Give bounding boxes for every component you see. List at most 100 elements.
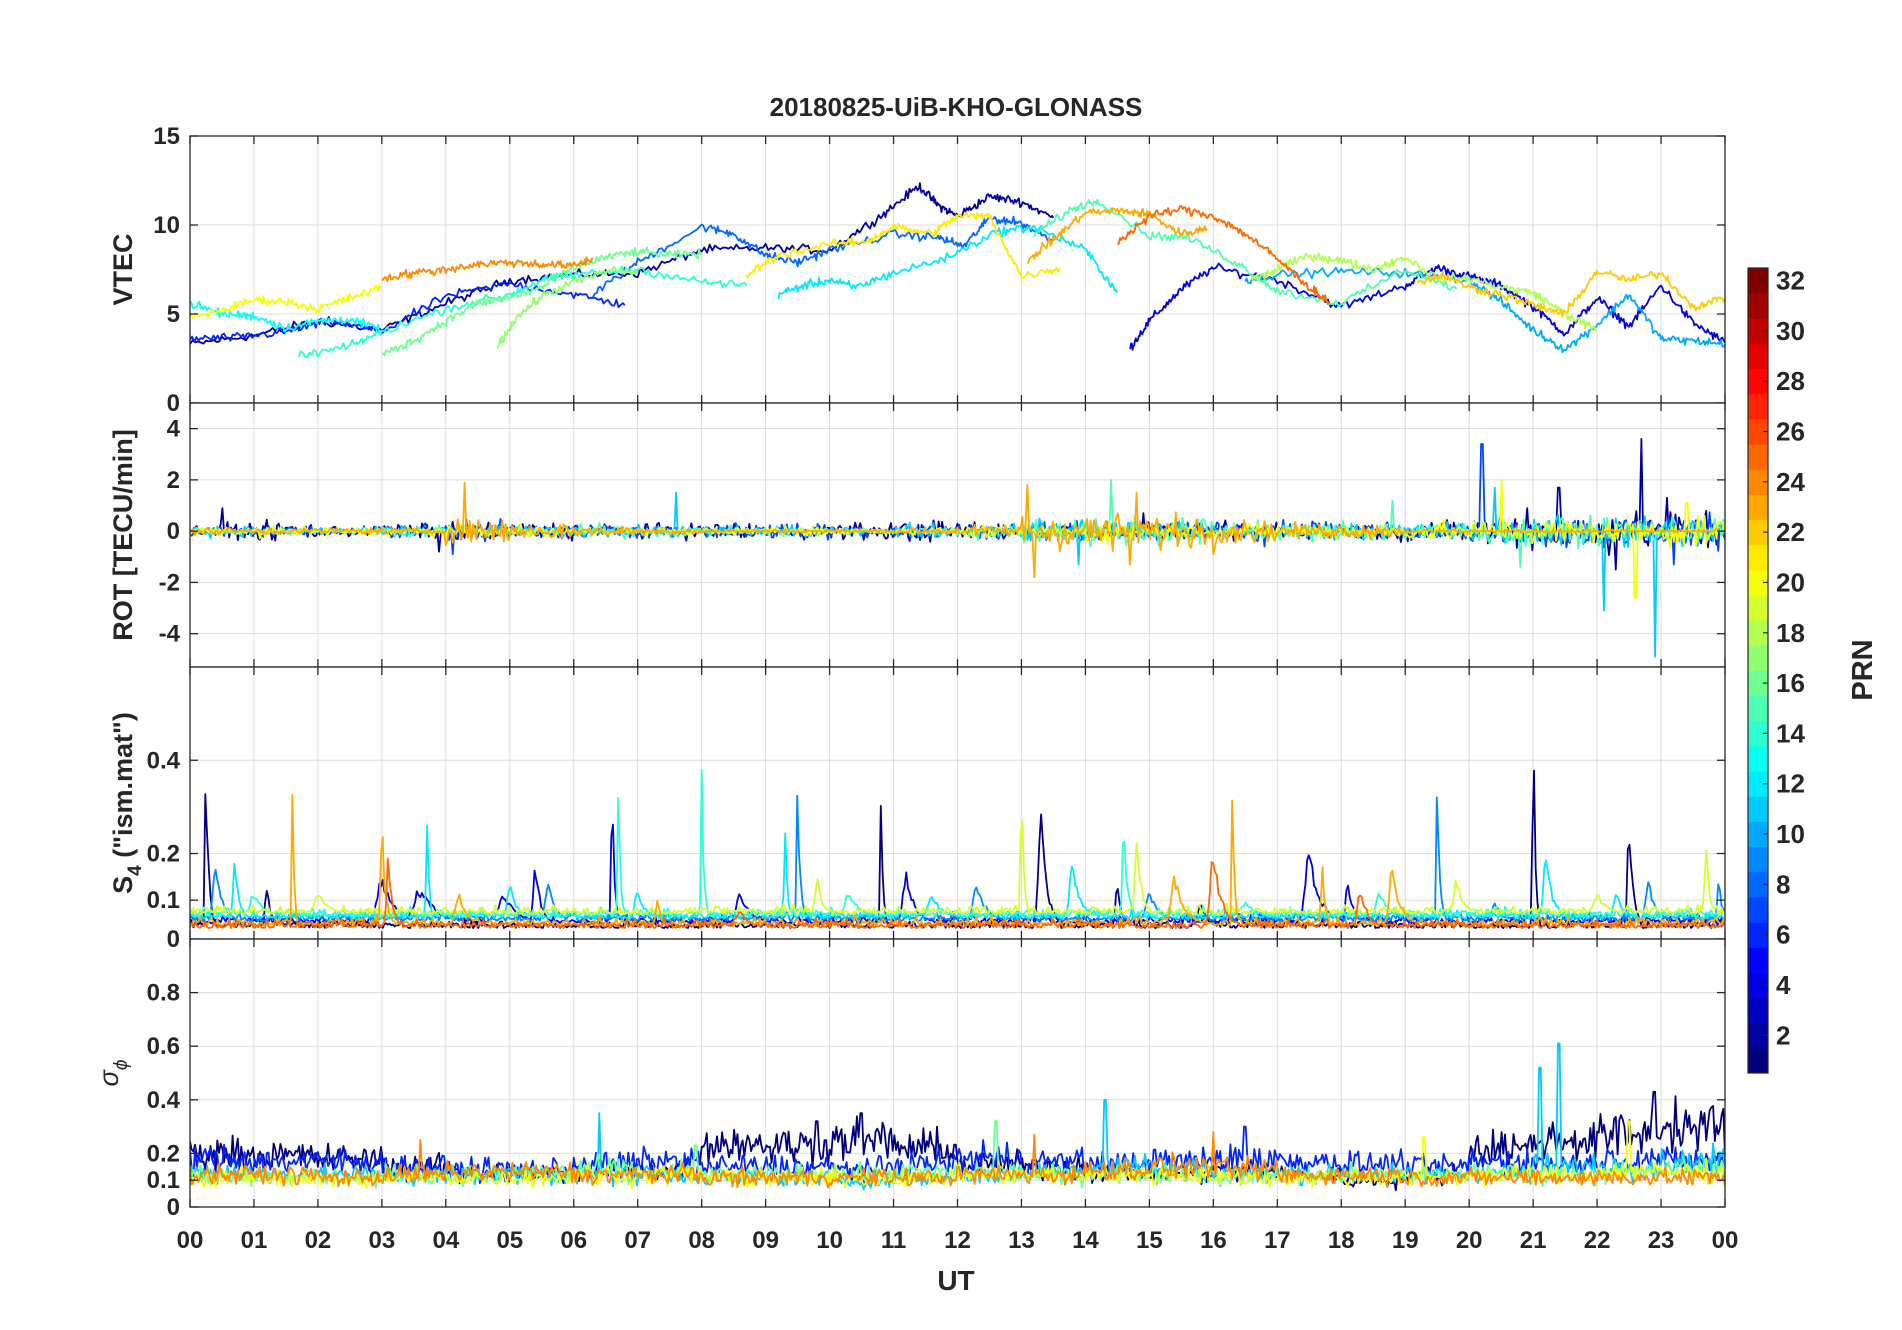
colorbar-segment xyxy=(1748,695,1768,722)
series-prn-13 xyxy=(190,300,383,336)
x-tick-label: 20 xyxy=(1456,1227,1483,1254)
colorbar-tick-label: 8 xyxy=(1776,869,1790,899)
colorbar-segment xyxy=(1748,620,1768,646)
y-tick-label: 2 xyxy=(167,467,180,494)
colorbar-tick-label: 4 xyxy=(1776,970,1791,1000)
colorbar-segment xyxy=(1748,595,1768,621)
x-tick-label: 18 xyxy=(1328,1227,1355,1254)
series-group xyxy=(190,182,1725,359)
x-tick-label: 10 xyxy=(816,1227,843,1254)
colorbar-segment xyxy=(1748,519,1768,546)
colorbar-segment xyxy=(1748,1022,1768,1049)
x-tick-label: 11 xyxy=(881,1227,906,1254)
series-prn-25 xyxy=(190,857,1725,929)
colorbar-segment xyxy=(1748,846,1768,873)
colorbar-tick-label: 18 xyxy=(1776,618,1805,648)
series-prn-17 xyxy=(496,266,639,349)
colorbar-tick-label: 22 xyxy=(1776,517,1805,547)
y-tick-label: 0.8 xyxy=(147,980,180,1007)
colorbar-segment xyxy=(1748,368,1768,395)
series-prn-19 xyxy=(190,819,1725,915)
colorbar-tick-label: 16 xyxy=(1776,668,1805,698)
colorbar-segment xyxy=(1748,922,1768,948)
series-prn-18 xyxy=(1251,252,1598,332)
y-tick-label: 0 xyxy=(167,1194,180,1221)
y-tick-label: -2 xyxy=(159,569,180,596)
colorbar-tick-label: 20 xyxy=(1776,567,1805,597)
series-prn-10 xyxy=(1244,266,1725,354)
colorbar-segment xyxy=(1748,947,1768,973)
colorbar-segment xyxy=(1748,896,1768,923)
series-prn-16 xyxy=(381,246,703,356)
x-tick-label: 08 xyxy=(688,1227,715,1254)
y-tick-label: 0.6 xyxy=(147,1033,180,1060)
colorbar-label: PRN xyxy=(1847,639,1879,700)
colorbar-tick-label: 24 xyxy=(1776,467,1805,497)
x-tick-label: 09 xyxy=(752,1227,779,1254)
y-tick-label: 5 xyxy=(167,301,180,328)
y-axis-label: ROT [TECU/min] xyxy=(108,429,138,640)
series-group xyxy=(190,438,1725,658)
y-tick-label: 0.2 xyxy=(147,1140,180,1167)
colorbar-segment xyxy=(1748,293,1768,319)
x-tick-label: 21 xyxy=(1520,1227,1547,1254)
colorbar-segment xyxy=(1748,418,1768,445)
series-prn-15 xyxy=(1033,198,1458,308)
colorbar-segment xyxy=(1748,469,1768,495)
x-tick-label: 13 xyxy=(1008,1227,1035,1254)
colorbar-segment xyxy=(1748,645,1768,671)
series-group xyxy=(190,769,1725,929)
x-tick-label: 03 xyxy=(369,1227,396,1254)
series-prn-23 xyxy=(1027,207,1208,265)
x-tick-label: 14 xyxy=(1072,1227,1099,1254)
y-tick-label: 0.4 xyxy=(147,1087,181,1114)
colorbar-segment xyxy=(1748,821,1768,848)
y-axis-label: VTEC xyxy=(108,233,138,305)
x-tick-label: 16 xyxy=(1200,1227,1227,1254)
panel-s4: 0 0.1 0.2 0.4S4 ("ism.mat") xyxy=(108,666,1726,953)
colorbar-segment xyxy=(1748,569,1768,596)
x-tick-label: 06 xyxy=(560,1227,587,1254)
colorbar-segment xyxy=(1748,796,1768,822)
y-axis-label: S4 ("ism.mat") xyxy=(108,712,146,894)
x-axis: 00 01 02 03 04 05 06 07 08 09 10 11 12 13 14 15 16 17 18 19… xyxy=(177,1227,1739,1296)
colorbar-segment xyxy=(1748,393,1768,420)
y-tick-label: 0.4 xyxy=(147,747,181,774)
series-prn-14 xyxy=(297,265,748,359)
x-axis-label: UT xyxy=(937,1265,974,1296)
x-tick-label: 07 xyxy=(624,1227,651,1254)
x-tick-label: 19 xyxy=(1392,1227,1419,1254)
series-group xyxy=(190,1042,1725,1192)
x-tick-label: 15 xyxy=(1136,1227,1163,1254)
colorbar-tick-label: 10 xyxy=(1776,819,1805,849)
colorbar-segment xyxy=(1748,318,1768,344)
colorbar-tick-label: 28 xyxy=(1776,366,1805,396)
figure-title: 20180825-UiB-KHO-GLONASS xyxy=(770,92,1143,122)
series-prn-23 xyxy=(190,481,1725,579)
colorbar-segment xyxy=(1748,343,1768,370)
colorbar-segment xyxy=(1748,444,1768,470)
y-tick-label: 10 xyxy=(153,212,180,239)
series-prn-24 xyxy=(190,1131,1725,1189)
series-prn-25 xyxy=(1117,205,1330,305)
colorbar-segment xyxy=(1748,771,1768,797)
y-tick-label: 15 xyxy=(153,123,180,150)
series-prn-21 xyxy=(745,211,1061,280)
colorbar-tick-label: 6 xyxy=(1776,920,1790,950)
y-tick-label: 4 xyxy=(167,416,181,443)
panel-rot: -4 -2 0 2 4 ROT [TECU/min] xyxy=(108,402,1726,668)
colorbar-segment xyxy=(1748,1047,1768,1074)
x-tick-label: 05 xyxy=(496,1227,523,1254)
series-prn-12 xyxy=(777,224,1119,300)
colorbar-tick-label: 2 xyxy=(1776,1020,1790,1050)
x-tick-label: 00 xyxy=(177,1227,204,1254)
series-prn-4 xyxy=(1129,262,1725,351)
grid xyxy=(189,403,1726,667)
series-prn-20 xyxy=(190,284,382,319)
y-tick-label: 0 xyxy=(167,926,180,953)
colorbar-segment xyxy=(1748,745,1768,772)
colorbar-tick-label: 14 xyxy=(1776,718,1805,748)
y-tick-label: 0 xyxy=(167,518,180,545)
